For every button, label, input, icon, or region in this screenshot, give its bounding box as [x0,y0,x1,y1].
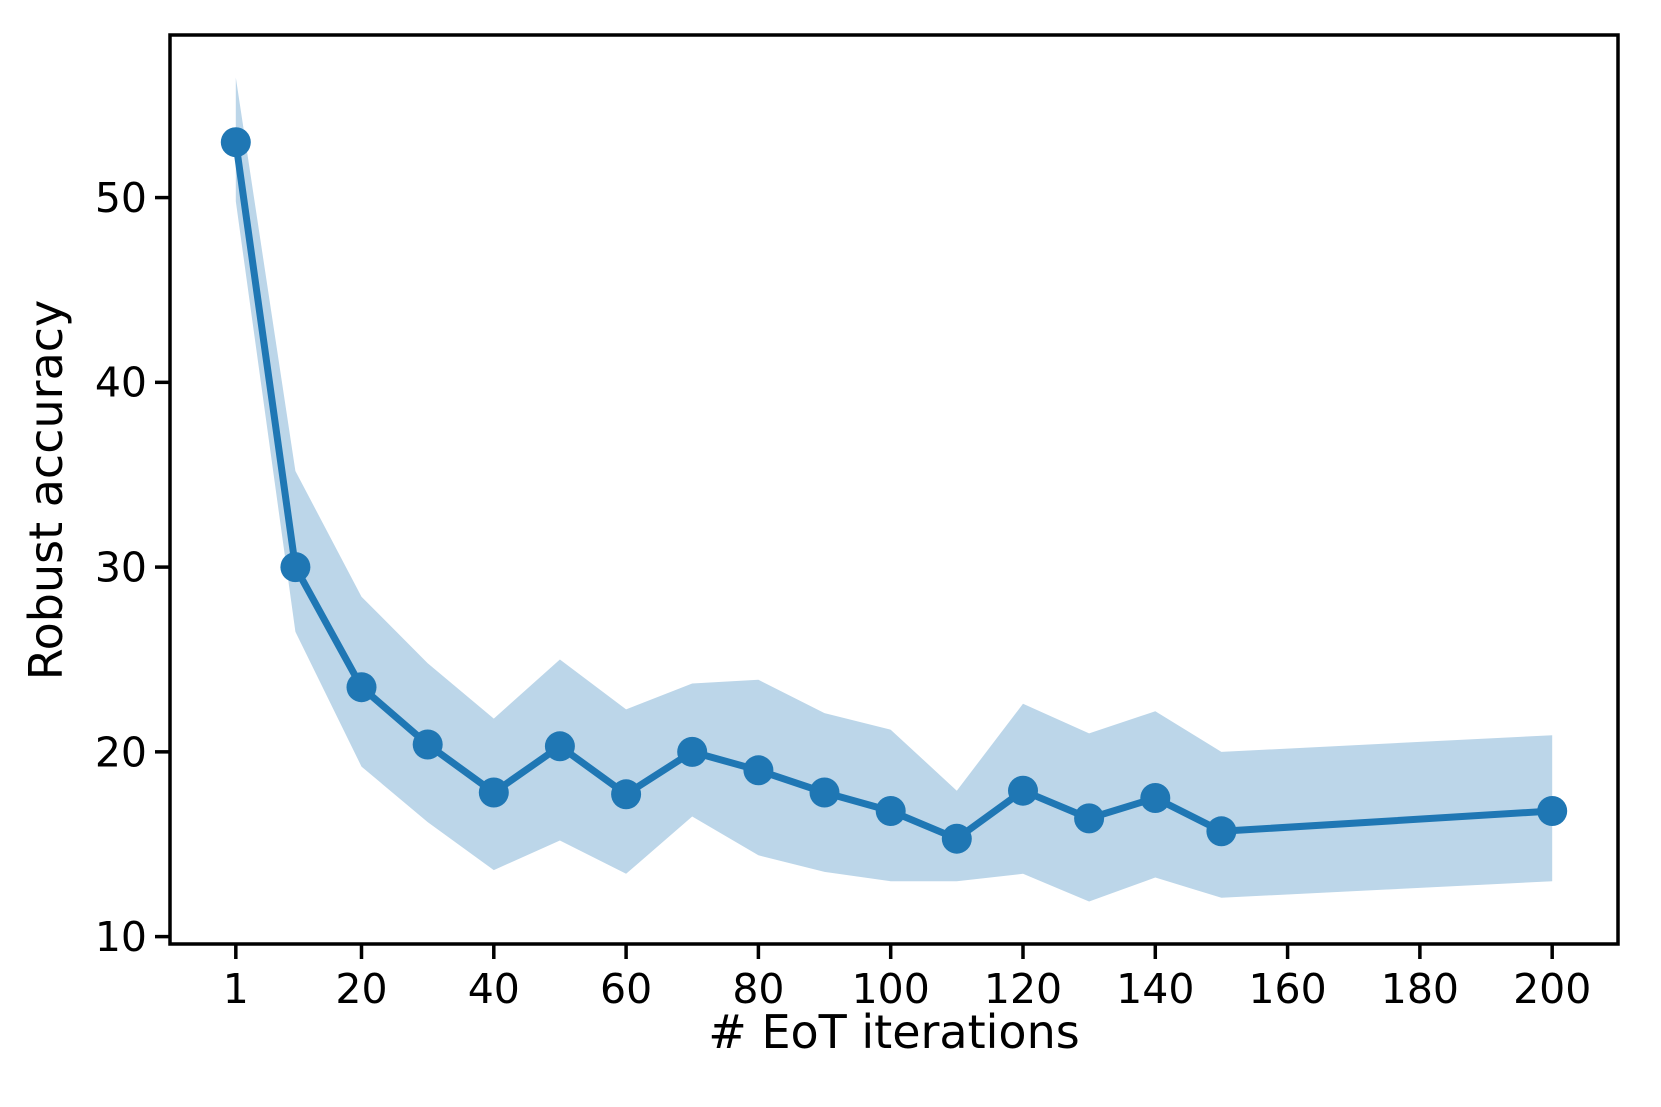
data-point-layer [220,127,1568,854]
data-point-marker [1074,803,1105,834]
x-tick-label: 140 [1116,965,1194,1013]
x-tick-label: 180 [1381,965,1459,1013]
x-tick-label: 60 [600,965,652,1013]
data-point-marker [941,823,972,854]
x-tick-label: 100 [852,965,930,1013]
data-point-marker [677,736,708,767]
y-tick-label: 50 [95,174,147,222]
y-tick-label: 40 [95,359,147,407]
data-point-marker [346,672,377,703]
data-point-marker [875,796,906,826]
y-axis-label: Robust accuracy [19,300,73,681]
data-point-marker [1537,796,1568,826]
x-tick-label: 80 [732,965,784,1013]
x-tick-label: 40 [468,965,520,1013]
x-tick-label: 1 [223,965,249,1013]
y-tick-label: 10 [95,913,147,961]
data-point-marker [743,755,774,786]
data-point-marker [1008,775,1038,806]
y-tick-label: 30 [95,543,147,591]
x-tick-label-layer: 1 20 40 60 80 100 120 140 160 180 200 [223,965,1592,1013]
y-tick-label: 20 [95,728,147,776]
axes-layer [155,33,1620,959]
x-tick-label: 160 [1248,965,1326,1013]
confidence-band [235,77,1553,902]
data-point-marker [544,731,575,762]
y-tick-label-layer: 10 20 30 40 50 [95,174,147,961]
data-point-marker [220,127,251,158]
data-point-marker [809,777,840,808]
data-point-marker [1140,783,1171,813]
x-tick-label: 200 [1513,965,1591,1013]
x-axis-label: # EoT iterations [708,1005,1079,1059]
confidence-band-layer [235,77,1553,902]
x-tick-label: 120 [984,965,1062,1013]
x-tick-label: 20 [335,965,387,1013]
data-point-marker [280,552,311,583]
data-point-marker [412,729,443,760]
data-point-marker [1206,816,1237,847]
data-point-marker [611,779,642,810]
data-point-marker [478,777,509,808]
plot-border [168,33,1620,946]
